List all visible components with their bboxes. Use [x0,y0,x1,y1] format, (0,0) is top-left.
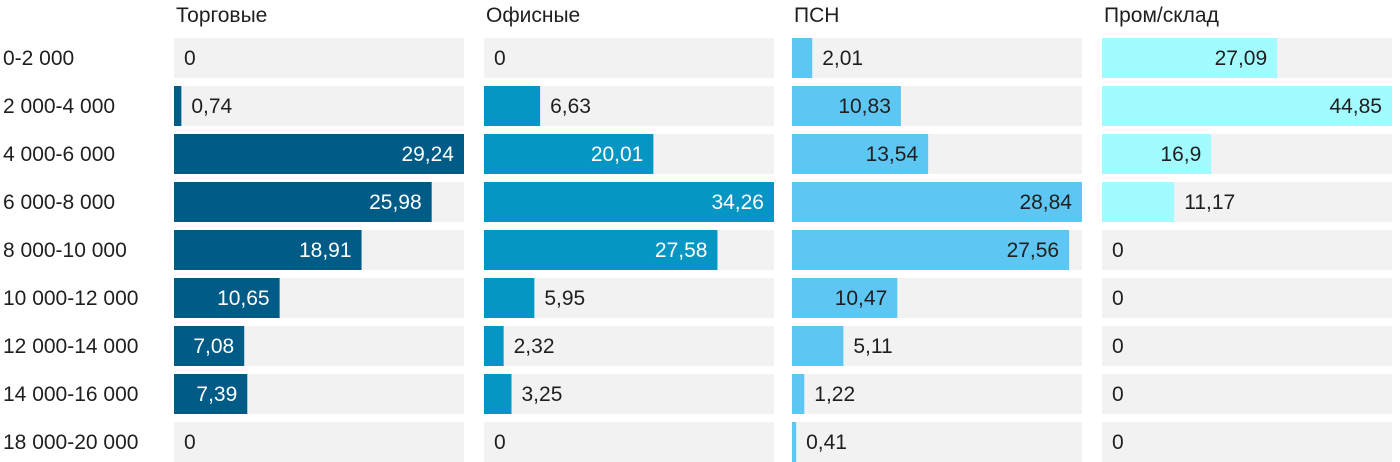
bar [174,86,182,126]
data-label: 29,24 [401,143,454,166]
bar [484,278,535,318]
data-label: 27,58 [655,239,708,262]
data-label: 6,63 [550,95,591,118]
bar [792,278,898,318]
bar-track [792,374,1082,414]
bar-track [484,422,774,462]
bar-track [174,86,464,126]
bar-track [1102,230,1392,270]
data-label: 44,85 [1329,95,1382,118]
bar-track [174,422,464,462]
data-label: 0 [1112,287,1124,310]
category-label: 2 000-4 000 [3,95,115,118]
data-label: 7,08 [193,335,234,358]
bar-track [1102,326,1392,366]
bar [484,374,512,414]
category-label: 0-2 000 [3,47,74,70]
data-label: 10,47 [835,287,888,310]
bar-track [1102,278,1392,318]
bar [174,374,248,414]
bar-track [484,38,774,78]
bar [792,326,844,366]
data-label: 11,17 [1184,191,1235,214]
data-label: 2,32 [514,335,555,358]
data-label: 0 [494,431,506,454]
data-label: 28,84 [1019,191,1072,214]
data-label: 5,95 [544,287,585,310]
data-label: 27,56 [1007,239,1060,262]
series-header: ПСН [794,4,839,27]
bar [1102,86,1392,126]
data-label: 0 [184,431,196,454]
bar [174,134,464,174]
data-label: 1,22 [814,383,855,406]
data-label: 34,26 [711,191,764,214]
bar-track [174,38,464,78]
bar [792,230,1070,270]
category-label: 10 000-12 000 [3,287,138,310]
bar [174,182,432,222]
data-label: 20,01 [591,143,644,166]
data-label: 5,11 [853,335,892,358]
bar [484,134,654,174]
data-label: 13,54 [866,143,919,166]
category-label: 4 000-6 000 [3,143,115,166]
bar [1102,38,1278,78]
data-label: 10,65 [217,287,270,310]
bar [174,326,245,366]
category-label: 8 000-10 000 [3,239,127,262]
category-label: 18 000-20 000 [3,431,138,454]
data-label: 0,41 [806,431,847,454]
bar-track [484,374,774,414]
data-label: 0 [1112,239,1124,262]
bar [792,182,1082,222]
bar [792,38,813,78]
bar-track [1102,374,1392,414]
bar [1102,182,1175,222]
bar [792,374,805,414]
data-label: 0 [494,47,506,70]
category-label: 6 000-8 000 [3,191,115,214]
data-label: 0,74 [191,95,232,118]
data-label: 25,98 [369,191,422,214]
data-label: 3,25 [522,383,563,406]
data-label: 0 [184,47,196,70]
bar-track [1102,422,1392,462]
bar-track [792,422,1082,462]
bar [484,230,718,270]
data-label: 0 [1112,335,1124,358]
bar [792,422,797,462]
data-label: 16,9 [1160,143,1201,166]
series-header: Торговые [176,4,267,27]
bar-track [792,38,1082,78]
bar [484,326,504,366]
data-label: 0 [1112,431,1124,454]
data-label: 2,01 [822,47,863,70]
data-label: 27,09 [1215,47,1268,70]
bar [174,230,362,270]
data-label: 18,91 [299,239,352,262]
bar [792,86,901,126]
category-label: 12 000-14 000 [3,335,138,358]
bar [174,278,280,318]
data-label: 0 [1112,383,1124,406]
bar-track [484,326,774,366]
bar [792,134,929,174]
bar [1102,134,1212,174]
series-header: Пром/склад [1104,4,1219,27]
series-header: Офисные [486,4,580,27]
data-label: 10,83 [838,95,891,118]
bar [484,86,541,126]
bar [484,182,774,222]
data-label: 7,39 [196,383,237,406]
category-label: 14 000-16 000 [3,383,138,406]
